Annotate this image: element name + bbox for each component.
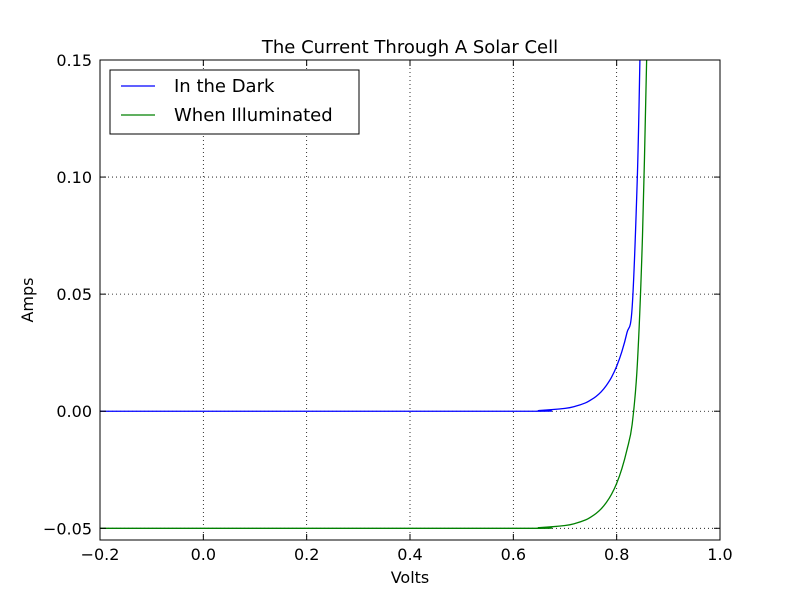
- series-line-in-the-dark: [100, 60, 641, 412]
- legend-label-when-illuminated: When Illuminated: [174, 105, 333, 126]
- series-lines: [100, 60, 648, 529]
- y-tick-label: 0.05: [56, 285, 92, 304]
- axis-ticks: −0.2 0.0 0.2 0.4 0.6 0.8 1.0 −0.05 0.00 0.05 0.10 0…: [43, 51, 733, 564]
- x-tick-label: 1.0: [707, 545, 732, 564]
- legend: In the Dark When Illuminated: [109, 69, 360, 135]
- x-tick-label: 0.6: [501, 545, 526, 564]
- series-line-when-illuminated: [100, 60, 648, 529]
- legend-box: [109, 69, 360, 135]
- y-tick-label: 0.15: [56, 51, 92, 70]
- x-tick-label: 0.0: [191, 545, 216, 564]
- x-tick-label: 0.8: [604, 545, 629, 564]
- y-axis-label: Amps: [18, 277, 37, 322]
- x-tick-label: 0.4: [397, 545, 422, 564]
- y-tick-label: 0.00: [56, 402, 92, 421]
- y-tick-label: −0.05: [43, 519, 92, 538]
- x-tick-label: 0.2: [294, 545, 319, 564]
- y-tick-label: 0.10: [56, 168, 92, 187]
- x-tick-label: −0.2: [81, 545, 120, 564]
- x-axis-label: Volts: [391, 568, 430, 587]
- legend-label-in-the-dark: In the Dark: [174, 76, 275, 97]
- chart-title: The Current Through A Solar Cell: [261, 37, 558, 58]
